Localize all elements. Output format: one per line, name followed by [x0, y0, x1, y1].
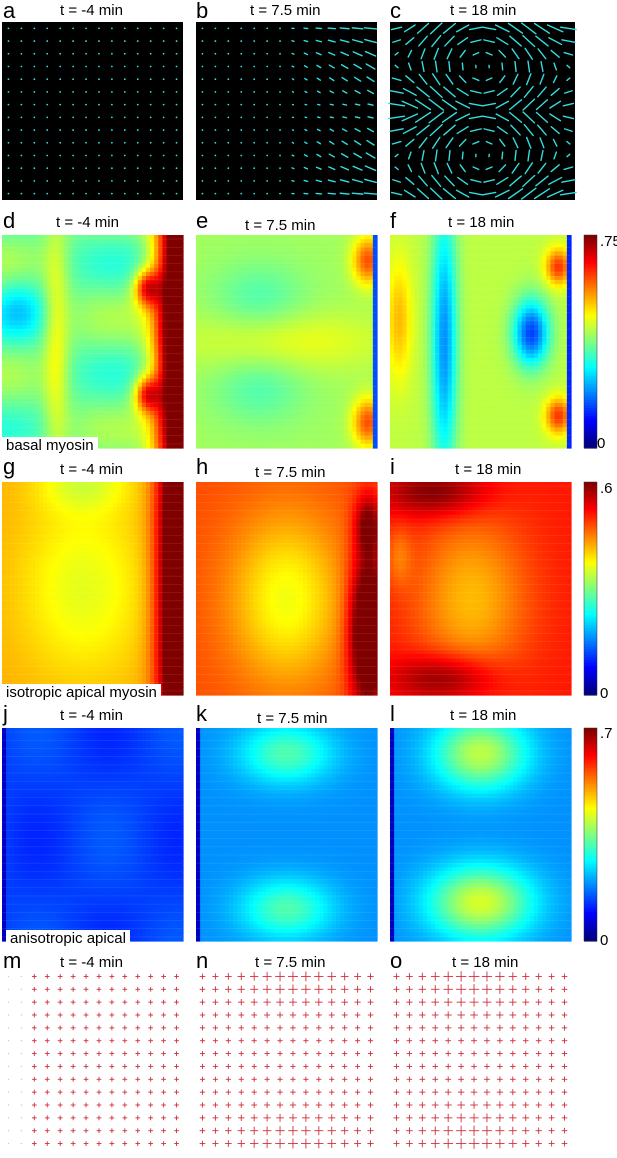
row-label-anisotropic-apical: anisotropic apical	[6, 930, 130, 948]
panel-l-title: t = 18 min	[450, 708, 516, 723]
colorbar-basal-max: .75	[600, 234, 617, 249]
panel-label-a: a	[3, 0, 15, 22]
panel-d-title: t = -4 min	[56, 215, 119, 230]
panel-j-title: t = -4 min	[60, 708, 123, 723]
stress-panel-n	[200, 971, 374, 1148]
panel-label-o: o	[390, 950, 402, 972]
colorbar-anisotropic-min: 0	[600, 933, 608, 948]
colorbar-isotropic	[584, 482, 597, 696]
panel-label-h: h	[196, 456, 208, 478]
panel-e-title: t = 7.5 min	[245, 218, 315, 233]
panel-o-title: t = 18 min	[452, 955, 518, 970]
panel-label-b: b	[196, 0, 208, 22]
panel-label-c: c	[390, 0, 401, 22]
heatmap-panel-i	[390, 482, 572, 696]
colorbar-basal-min: 0	[597, 436, 605, 451]
panel-label-i: i	[390, 456, 395, 478]
flow-panel-a	[2, 22, 183, 200]
panel-i-title: t = 18 min	[455, 462, 521, 477]
heatmap-panel-k	[196, 728, 378, 942]
colorbar-basal	[584, 235, 597, 449]
heatmap-panel-e	[196, 235, 378, 449]
panel-label-g: g	[3, 456, 15, 478]
heatmap-panel-j	[2, 728, 184, 942]
panel-f-title: t = 18 min	[448, 215, 514, 230]
panel-a-title: t = -4 min	[60, 3, 123, 18]
panel-h-title: t = 7.5 min	[255, 465, 325, 480]
panel-label-k: k	[196, 703, 207, 725]
panel-c-title: t = 18 min	[450, 3, 516, 18]
heatmap-panel-l	[390, 728, 572, 942]
panel-label-e: e	[196, 210, 208, 232]
panel-label-n: n	[196, 950, 208, 972]
row-label-isotropic-apical-myosin: isotropic apical myosin	[2, 684, 161, 702]
heatmap-panel-h	[196, 482, 378, 696]
panel-m-title: t = -4 min	[60, 955, 123, 970]
panel-label-l: l	[390, 703, 395, 725]
panel-n-title: t = 7.5 min	[255, 955, 325, 970]
colorbar-isotropic-max: .6	[600, 481, 613, 496]
flow-panel-b	[196, 22, 377, 200]
row-label-basal-myosin: basal myosin	[2, 437, 98, 455]
colorbar-anisotropic-max: .7	[600, 726, 613, 741]
stress-panel-o	[393, 971, 567, 1149]
heatmap-panel-g	[2, 482, 184, 696]
panel-b-title: t = 7.5 min	[250, 3, 320, 18]
panel-label-j: j	[3, 703, 8, 725]
panel-k-title: t = 7.5 min	[257, 711, 327, 726]
colorbar-isotropic-min: 0	[600, 686, 608, 701]
panel-g-title: t = -4 min	[60, 462, 123, 477]
panel-label-m: m	[3, 950, 21, 972]
flow-panel-c	[389, 22, 576, 200]
panel-label-f: f	[390, 210, 396, 232]
stress-panel-m	[8, 974, 179, 1146]
heatmap-panel-f	[390, 235, 572, 449]
colorbar-anisotropic	[584, 728, 597, 942]
panel-label-d: d	[3, 210, 15, 232]
heatmap-panel-d	[2, 235, 184, 449]
